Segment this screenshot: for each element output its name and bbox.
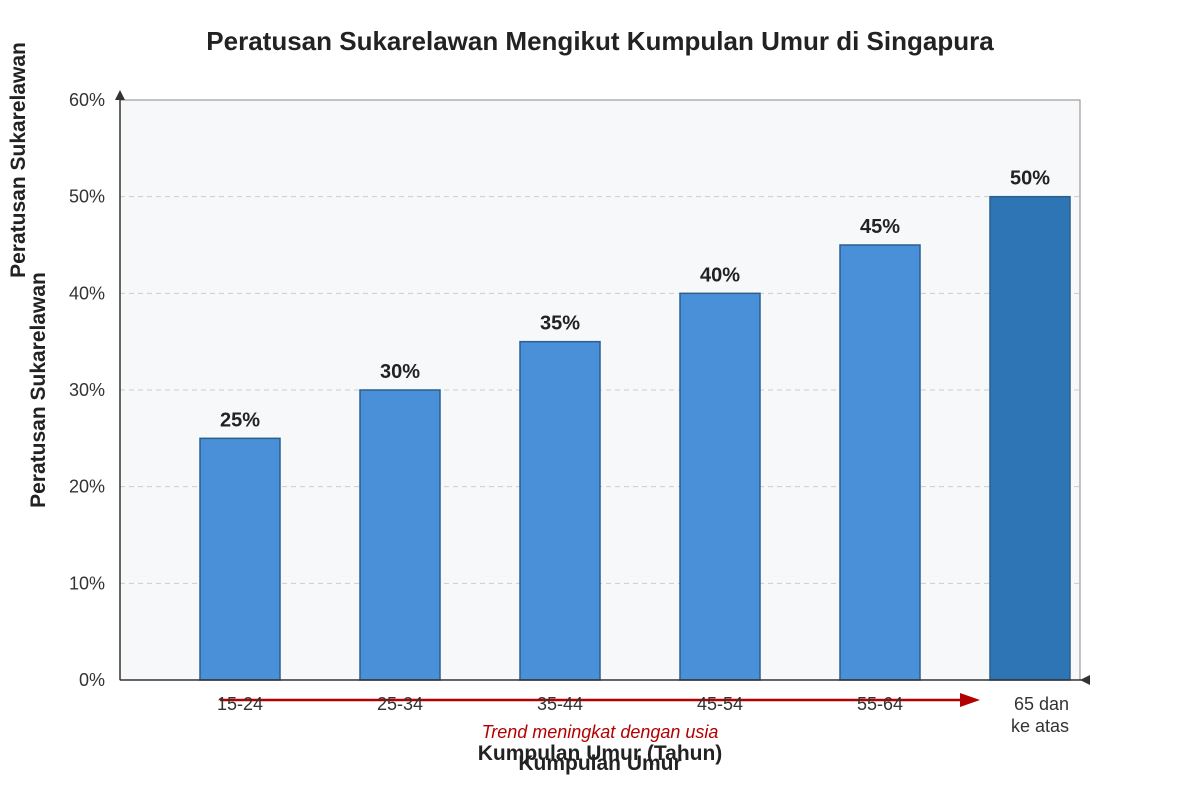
data-label: 25% <box>220 409 260 431</box>
y-tick-label: 0% <box>79 670 105 690</box>
data-label: 45% <box>860 216 900 238</box>
chart-title: Peratusan Sukarelawan Mengikut Kumpulan … <box>206 26 994 56</box>
x-axis-title: Kumpulan Umur (Tahun) <box>478 742 723 765</box>
y-axis-ticks: 0% 10% 20% 30% 40% 50% 60% <box>69 90 105 690</box>
x-tick-label: 25-34 <box>377 694 423 714</box>
y-tick-label: 20% <box>69 477 105 497</box>
x-tick-label: 15-24 <box>217 694 263 714</box>
y-tick-label: 50% <box>69 187 105 207</box>
y-tick-label: 30% <box>69 380 105 400</box>
bar <box>359 389 441 681</box>
x-tick-label: 35-44 <box>537 694 583 714</box>
bar <box>679 292 761 681</box>
x-tick-label-cont: ke atas <box>1011 716 1069 736</box>
y-tick-label: 40% <box>69 283 105 303</box>
bars <box>199 195 1071 681</box>
bar <box>989 195 1071 681</box>
y-tick-label: 60% <box>69 90 105 110</box>
x-axis-arrow <box>1080 675 1090 685</box>
data-label: 40% <box>700 264 740 286</box>
y-axis-title-overlay: Peratusan Sukarelawan <box>27 272 50 508</box>
y-tick-label: 10% <box>69 573 105 593</box>
x-axis-title-overlay: Kumpulan Umur <box>518 752 681 775</box>
bar <box>519 340 601 681</box>
y-axis-title: Peratusan Sukarelawan <box>7 42 30 278</box>
data-label: 50% <box>1010 168 1050 190</box>
data-label: 35% <box>540 313 580 335</box>
x-tick-label: 65 dan <box>1014 694 1069 714</box>
data-label: 30% <box>380 361 420 383</box>
bar <box>199 437 281 681</box>
x-tick-label: 45-54 <box>697 694 743 714</box>
y-axis-arrow <box>115 90 125 100</box>
trend-annotation: Trend meningkat dengan usia <box>482 722 719 742</box>
bar <box>839 244 921 681</box>
data-labels: 25% 30% 35% 40% 45% 50% <box>220 168 1050 432</box>
x-tick-label: 55-64 <box>857 694 903 714</box>
trend-arrow <box>220 693 980 707</box>
